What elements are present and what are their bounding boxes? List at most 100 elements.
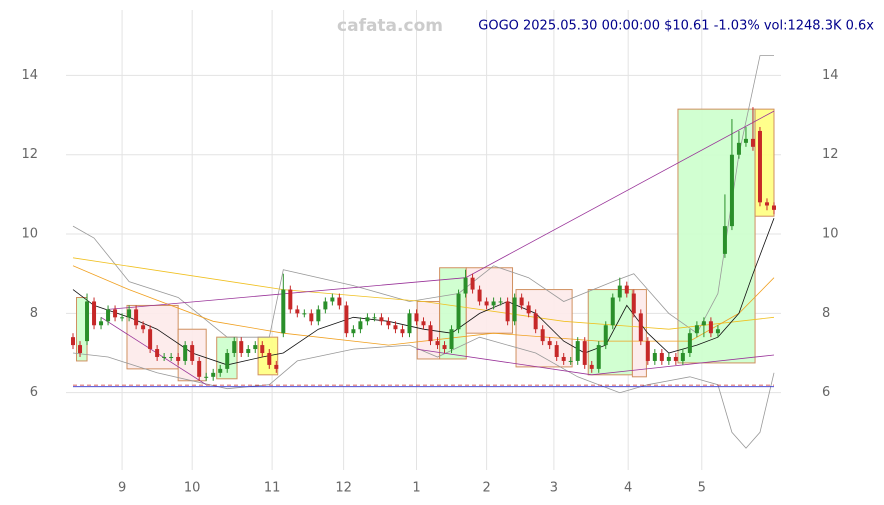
indicator-line — [108, 110, 775, 310]
candle-body — [358, 321, 363, 330]
candle-body — [267, 353, 272, 365]
candle-body — [372, 317, 377, 319]
candle-body — [400, 329, 405, 334]
candle-body — [484, 301, 489, 306]
candle-body — [169, 356, 174, 358]
candle-body — [582, 341, 587, 365]
candle-body — [519, 297, 524, 306]
candle-body — [652, 353, 657, 361]
chart-title: GOGO 2025.05.30 00:00:00 $10.61 -1.03% v… — [478, 19, 874, 34]
candle-body — [645, 341, 650, 361]
y-tick-label: 6 — [30, 385, 38, 400]
candle-body — [309, 313, 314, 322]
candle-body — [568, 360, 573, 362]
candle-body — [687, 333, 692, 354]
candle-body — [379, 317, 384, 322]
candle-body — [197, 360, 202, 377]
range-box — [515, 289, 573, 368]
candle-body — [526, 305, 531, 314]
indicator-line — [72, 218, 775, 366]
candle-body — [295, 309, 300, 314]
candle-body — [757, 130, 762, 203]
candle-body — [106, 309, 111, 322]
x-tick-label: 11 — [264, 481, 281, 496]
range-box — [754, 108, 775, 217]
candle-body — [260, 345, 265, 354]
candle-body — [750, 138, 755, 147]
candle-body — [708, 321, 713, 334]
x-tick-label: 2 — [482, 481, 490, 496]
candle-body — [386, 321, 391, 326]
candle-body — [561, 356, 566, 361]
candle-body — [498, 301, 503, 303]
candle-body — [274, 364, 279, 369]
candle-body — [659, 353, 664, 361]
candle-body — [575, 341, 580, 361]
candle-body — [253, 345, 258, 350]
x-tick-label: 3 — [550, 481, 558, 496]
candle-body — [148, 329, 153, 350]
x-tick-label: 10 — [184, 481, 201, 496]
candle-body — [729, 154, 734, 227]
indicator-line — [100, 316, 207, 386]
candle-body — [330, 297, 335, 302]
x-tick-label: 5 — [698, 481, 706, 496]
candle-body — [344, 305, 349, 334]
candle-body — [617, 285, 622, 298]
candle-body — [715, 329, 720, 334]
candle-body — [547, 341, 552, 346]
candle-body — [603, 325, 608, 346]
y-tick-label: 8 — [30, 306, 38, 321]
candle-body — [71, 337, 76, 346]
candle-body — [239, 341, 244, 354]
candle-body — [225, 353, 230, 369]
x-tick-label: 9 — [118, 481, 126, 496]
range-box — [677, 108, 756, 364]
watermark: cafata.com — [337, 16, 443, 36]
candle-body — [288, 289, 293, 310]
candle-body — [624, 285, 629, 294]
candle-body — [764, 202, 769, 206]
candle-body — [673, 356, 678, 361]
candle-body — [589, 364, 594, 369]
candle-body — [736, 142, 741, 155]
y-tick-label: 10 — [21, 227, 38, 242]
candle-body — [722, 226, 727, 254]
candle-body — [596, 345, 601, 369]
candle-body — [92, 301, 97, 326]
range-box — [587, 289, 633, 376]
candle-body — [127, 309, 132, 318]
candle-body — [512, 297, 517, 322]
candle-body — [211, 372, 216, 377]
y-tick-label-right: 6 — [822, 385, 830, 400]
indicator-line — [416, 348, 592, 376]
candle-body — [162, 356, 167, 358]
candle-body — [435, 341, 440, 346]
candle-body — [540, 329, 545, 342]
candle-body — [190, 345, 195, 361]
candle-body — [246, 349, 251, 354]
candle-body — [365, 317, 370, 322]
candle-body — [631, 293, 636, 314]
candle-body — [533, 313, 538, 330]
candle-body — [302, 313, 307, 315]
candle-body — [351, 329, 356, 334]
range-box — [465, 267, 514, 334]
y-tick-label-right: 8 — [822, 306, 830, 321]
candle-body — [281, 289, 286, 334]
candle-body — [232, 341, 237, 354]
y-tick-label-right: 14 — [822, 68, 839, 83]
indicator-line — [72, 257, 775, 330]
candle-body — [638, 313, 643, 342]
candle-body — [449, 329, 454, 350]
indicator-line — [72, 55, 774, 338]
candle-body — [505, 301, 510, 322]
y-tick-label: 12 — [21, 147, 38, 162]
candle-body — [470, 277, 475, 290]
y-tick-label-right: 12 — [822, 147, 839, 162]
candle-body — [463, 277, 468, 294]
x-tick-label: 4 — [624, 481, 632, 496]
candle-body — [701, 321, 706, 326]
indicator-line — [72, 265, 775, 346]
